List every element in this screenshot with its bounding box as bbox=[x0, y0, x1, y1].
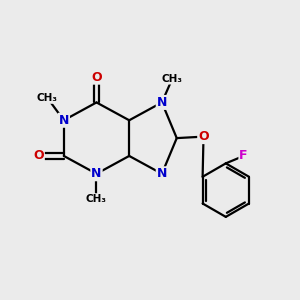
Text: O: O bbox=[33, 149, 44, 162]
Text: O: O bbox=[91, 71, 102, 84]
Text: CH₃: CH₃ bbox=[162, 74, 183, 84]
Text: N: N bbox=[58, 114, 69, 127]
Text: CH₃: CH₃ bbox=[37, 93, 58, 103]
Text: N: N bbox=[157, 167, 167, 180]
Text: F: F bbox=[239, 149, 248, 162]
Text: N: N bbox=[91, 167, 102, 180]
Text: CH₃: CH₃ bbox=[86, 194, 107, 204]
Text: O: O bbox=[198, 130, 209, 143]
Text: N: N bbox=[157, 96, 167, 109]
